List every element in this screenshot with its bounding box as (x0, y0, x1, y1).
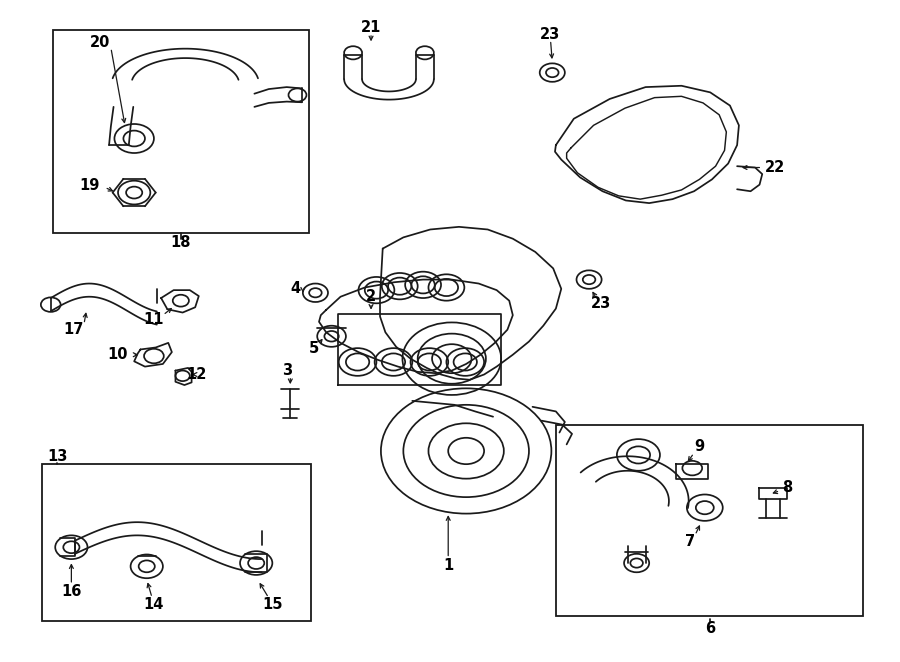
Text: 22: 22 (765, 160, 785, 175)
Bar (556, 424, 863, 616)
Text: 23: 23 (540, 27, 561, 42)
Text: 2: 2 (366, 289, 376, 305)
Text: 20: 20 (90, 35, 111, 50)
Text: 17: 17 (63, 322, 84, 337)
Text: 4: 4 (291, 281, 301, 296)
Text: 19: 19 (79, 179, 100, 193)
Text: 15: 15 (262, 597, 283, 612)
Text: 21: 21 (361, 21, 382, 35)
Bar (41, 464, 310, 621)
Bar (53, 30, 309, 234)
Text: 13: 13 (47, 449, 68, 464)
Text: 8: 8 (782, 481, 793, 495)
Text: 16: 16 (61, 584, 82, 599)
Text: 7: 7 (686, 534, 696, 549)
Text: 14: 14 (144, 597, 164, 612)
Text: 18: 18 (171, 234, 191, 250)
Text: 3: 3 (282, 363, 292, 378)
Text: 5: 5 (309, 341, 319, 355)
Text: 9: 9 (695, 439, 705, 454)
Text: 23: 23 (590, 296, 611, 311)
Text: 1: 1 (443, 557, 454, 573)
Text: 10: 10 (108, 348, 129, 362)
Text: 6: 6 (705, 622, 716, 636)
Text: 11: 11 (144, 312, 164, 326)
Text: 12: 12 (187, 367, 207, 382)
